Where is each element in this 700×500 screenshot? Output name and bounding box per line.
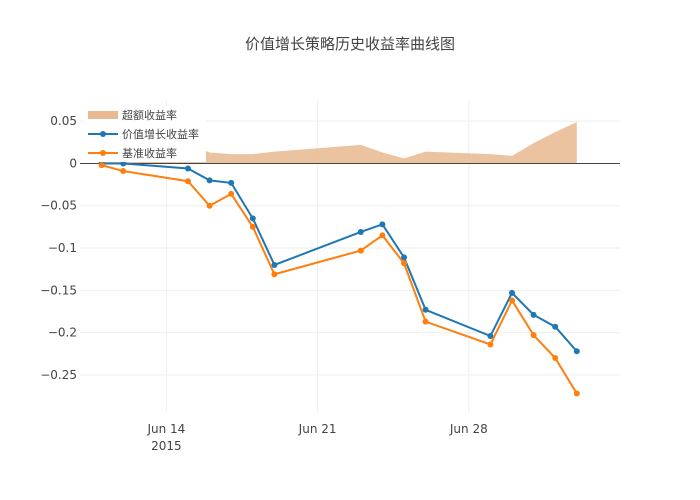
data-point: [401, 254, 407, 261]
data-point: [228, 190, 235, 197]
line-series-1: [101, 164, 578, 395]
data-point: [228, 179, 235, 186]
data-point: [552, 355, 559, 362]
data-point: [573, 348, 580, 355]
data-point: [185, 178, 191, 185]
data-point: [401, 260, 407, 267]
data-point: [271, 271, 278, 278]
y-tick-label: 0.05: [50, 114, 77, 128]
y-tick-label: −0.1: [48, 241, 77, 255]
legend-marker: [100, 150, 106, 156]
x-axis: Jun 14 2015 Jun 21 Jun 28: [146, 422, 487, 453]
data-point: [422, 318, 429, 325]
data-point: [185, 165, 191, 172]
y-tick-label: −0.05: [40, 199, 77, 213]
y-tick-label: −0.15: [40, 283, 77, 297]
data-point: [206, 202, 213, 209]
data-point: [357, 228, 364, 235]
data-point: [487, 341, 494, 348]
legend-label: 超额收益率: [122, 108, 177, 122]
x-tick-label: Jun 14: [146, 422, 185, 436]
data-point: [379, 221, 386, 228]
chart-title: 价值增长策略历史收益率曲线图: [245, 35, 455, 53]
data-point: [487, 333, 494, 340]
data-point: [357, 247, 364, 254]
y-tick-label: −0.2: [48, 326, 77, 340]
legend-label: 价值增长收益率: [122, 127, 199, 141]
data-point: [379, 232, 386, 239]
x-tick-label: Jun 21: [298, 422, 337, 436]
y-tick-label: 0: [69, 156, 77, 170]
y-tick-label: −0.25: [40, 368, 77, 382]
data-point: [422, 306, 429, 313]
legend-swatch: [88, 111, 118, 119]
area-series-excess-return: [101, 121, 577, 164]
x-tick-sublabel: 2015: [151, 439, 182, 453]
data-point: [120, 168, 127, 175]
data-point: [249, 215, 256, 222]
data-point: [249, 223, 256, 230]
data-point: [530, 311, 537, 318]
data-point: [509, 289, 515, 296]
data-point: [552, 323, 559, 330]
legend-marker: [100, 131, 106, 137]
x-tick-label: Jun 28: [449, 422, 488, 436]
line-series-0: [101, 162, 578, 352]
data-point: [206, 177, 213, 184]
data-point: [530, 332, 537, 339]
data-point: [98, 162, 105, 169]
data-point: [573, 390, 580, 397]
data-point: [271, 261, 278, 268]
legend-label: 基准收益率: [122, 146, 177, 160]
data-point: [509, 297, 515, 304]
plot-area: [80, 121, 620, 397]
y-axis: 0.05 0 −0.05 −0.1 −0.15 −0.2 −0.25: [40, 114, 77, 382]
